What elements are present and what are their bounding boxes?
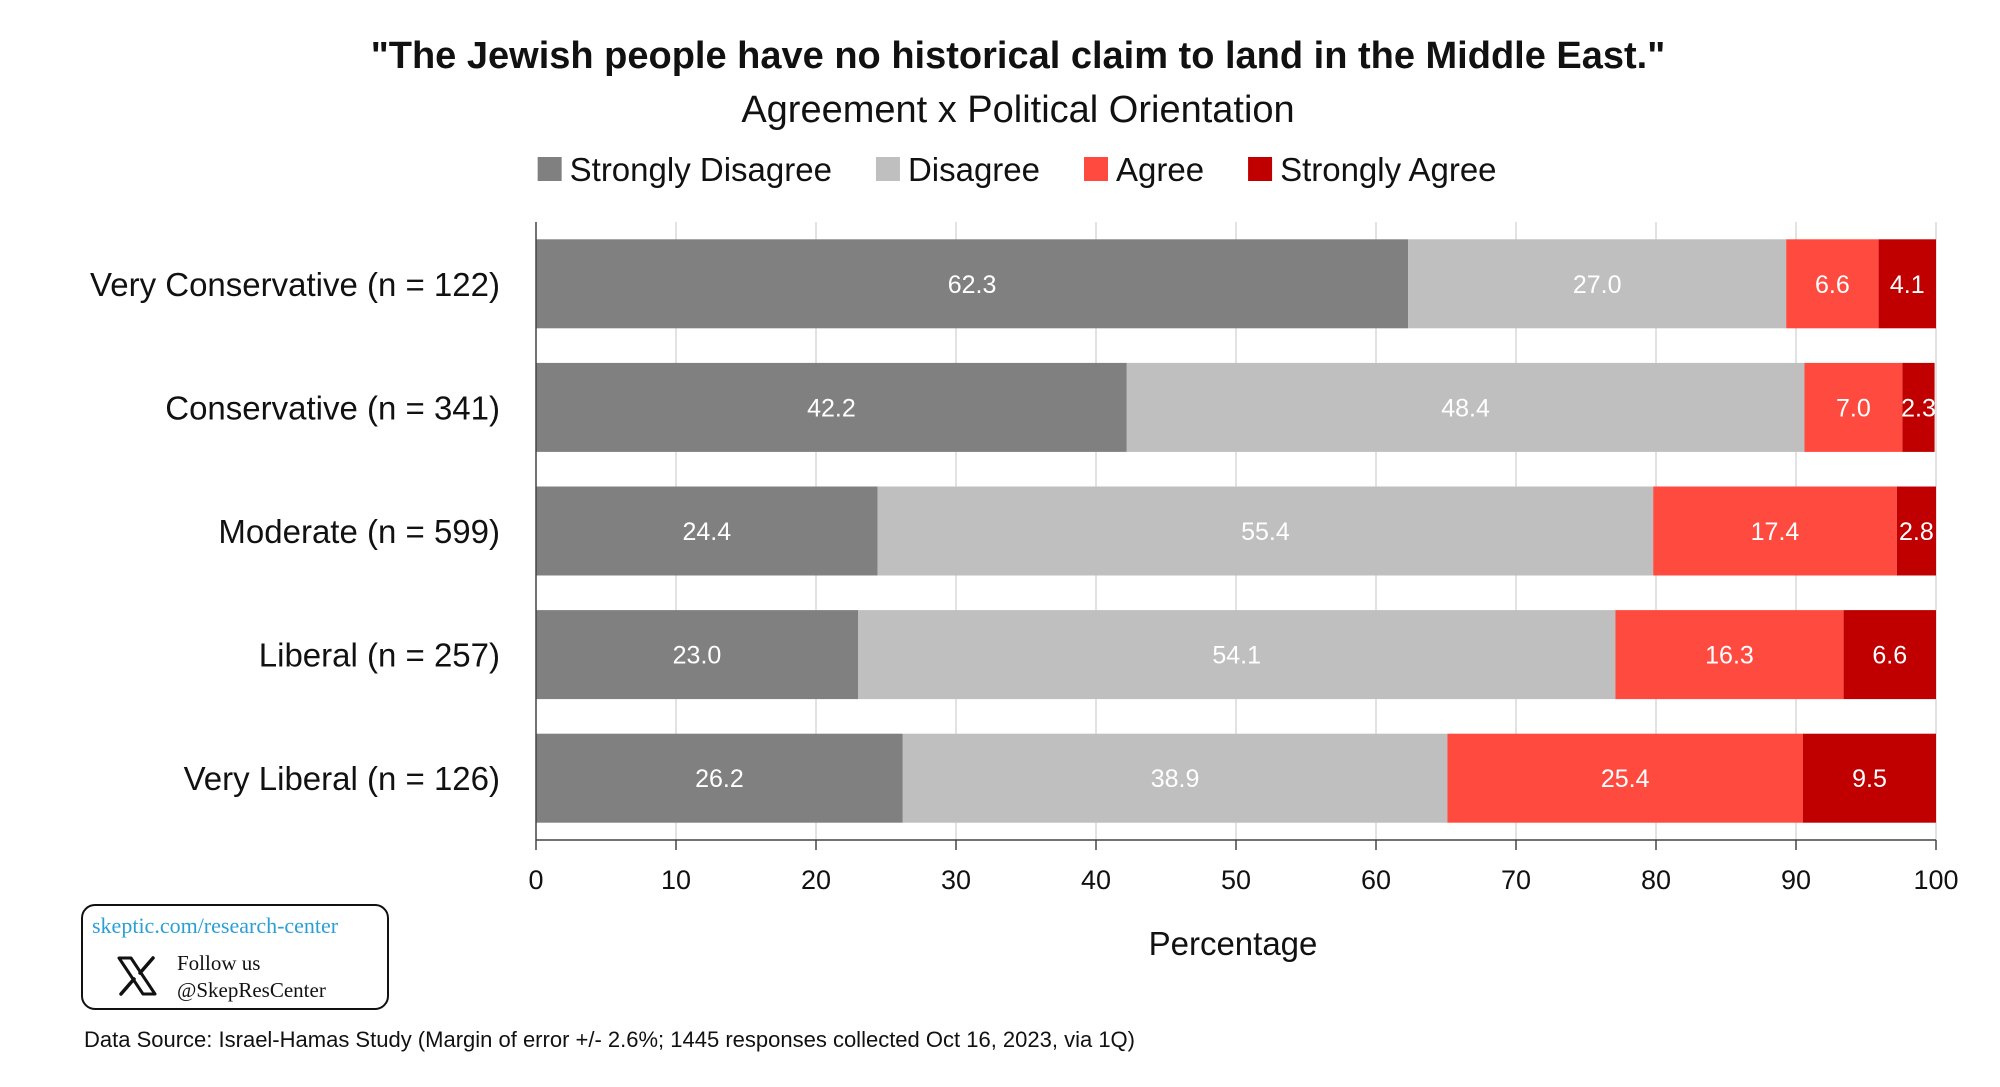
category-label: Conservative (n = 341) — [165, 389, 500, 426]
x-tick-label: 60 — [1361, 865, 1391, 895]
legend: Strongly Disagree Disagree Agree Strongly A… — [537, 151, 1497, 188]
chart-subtitle: Agreement x Political Orientation — [741, 89, 1294, 131]
bar-segment — [536, 362, 1127, 452]
bar-segment — [1786, 239, 1879, 329]
x-tick-label: 100 — [1913, 865, 1958, 895]
bar-segment — [1878, 239, 1936, 329]
data-label: 25.4 — [1601, 765, 1650, 793]
data-label: 27.0 — [1573, 271, 1622, 299]
data-label: 48.4 — [1441, 394, 1490, 422]
data-label: 2.8 — [1899, 518, 1934, 546]
category-label: Liberal (n = 257) — [259, 637, 500, 674]
chart-title: "The Jewish people have no historical cl… — [371, 35, 1666, 77]
bar-segment — [1126, 362, 1805, 452]
bar-segment — [1653, 486, 1897, 576]
legend-swatch — [1084, 157, 1109, 181]
legend-label: Strongly Disagree — [570, 151, 832, 188]
bars: 62.3 27.0 6.6 4.1 42.2 48.4 7.0 2.3 24.4 55.4 17.4… — [536, 239, 1936, 823]
data-label: 26.2 — [695, 765, 744, 793]
legend-swatch — [1248, 157, 1273, 181]
follow-badge: skeptic.com/research-center Follow us @S… — [81, 904, 389, 1010]
data-label: 54.1 — [1212, 642, 1261, 670]
category-label: Moderate (n = 599) — [218, 513, 500, 550]
follow-text: Follow us @SkepResCenter — [177, 950, 326, 1004]
x-tick-label: 70 — [1501, 865, 1531, 895]
x-tick-label: 30 — [941, 865, 971, 895]
data-label: 24.4 — [682, 518, 731, 546]
legend-swatch — [537, 157, 562, 181]
x-tick-label: 40 — [1081, 865, 1111, 895]
bar-segment — [536, 486, 878, 576]
bar-segment — [1803, 733, 1936, 823]
bar-segment — [1804, 362, 1903, 452]
x-axis-label: Percentage — [1149, 925, 1318, 962]
legend-label: Disagree — [908, 151, 1040, 188]
data-label: 23.0 — [673, 642, 722, 670]
x-tick-label: 20 — [801, 865, 831, 895]
follow-line-1: Follow us — [177, 951, 261, 975]
bar-segment — [536, 610, 858, 700]
bar-segment — [1447, 733, 1803, 823]
data-label: 7.0 — [1836, 394, 1871, 422]
bar-segment — [536, 733, 903, 823]
data-label: 6.6 — [1872, 642, 1907, 670]
x-axis: 0 10 20 30 40 50 60 70 80 90 100 — [528, 222, 1959, 895]
follow-handle[interactable]: @SkepResCenter — [177, 978, 326, 1002]
data-label: 38.9 — [1151, 765, 1200, 793]
bar-segment — [1408, 239, 1787, 329]
bar-segment — [1896, 486, 1936, 576]
data-label: 55.4 — [1241, 518, 1290, 546]
bar-segment — [1902, 362, 1935, 452]
category-label: Very Liberal (n = 126) — [184, 760, 500, 797]
bar-segment — [1843, 610, 1936, 700]
x-tick-label: 0 — [528, 865, 543, 895]
legend-swatch — [875, 157, 900, 181]
category-label: Very Conservative (n = 122) — [90, 266, 500, 303]
category-labels: Very Conservative (n = 122) Conservative … — [90, 266, 500, 797]
data-label: 16.3 — [1705, 642, 1754, 670]
x-tick-label: 90 — [1781, 865, 1811, 895]
x-tick-label: 10 — [661, 865, 691, 895]
bar-segment — [858, 610, 1616, 700]
research-center-link[interactable]: skeptic.com/research-center — [92, 913, 339, 938]
legend-label: Agree — [1116, 151, 1204, 188]
data-label: 4.1 — [1890, 271, 1925, 299]
bar-segment — [1615, 610, 1844, 700]
bar-segment — [536, 239, 1409, 329]
bar-segment — [902, 733, 1448, 823]
x-logo-icon — [117, 956, 157, 996]
data-label: 17.4 — [1751, 518, 1800, 546]
legend-label: Strongly Agree — [1280, 151, 1496, 188]
data-label: 9.5 — [1852, 765, 1887, 793]
x-tick-label: 80 — [1641, 865, 1671, 895]
data-label: 42.2 — [807, 394, 856, 422]
bar-segment — [877, 486, 1654, 576]
x-tick-label: 50 — [1221, 865, 1251, 895]
data-label: 62.3 — [948, 271, 997, 299]
data-label: 2.3 — [1901, 394, 1936, 422]
data-label: 6.6 — [1815, 271, 1850, 299]
data-source: Data Source: Israel-Hamas Study (Margin … — [84, 1027, 1135, 1052]
